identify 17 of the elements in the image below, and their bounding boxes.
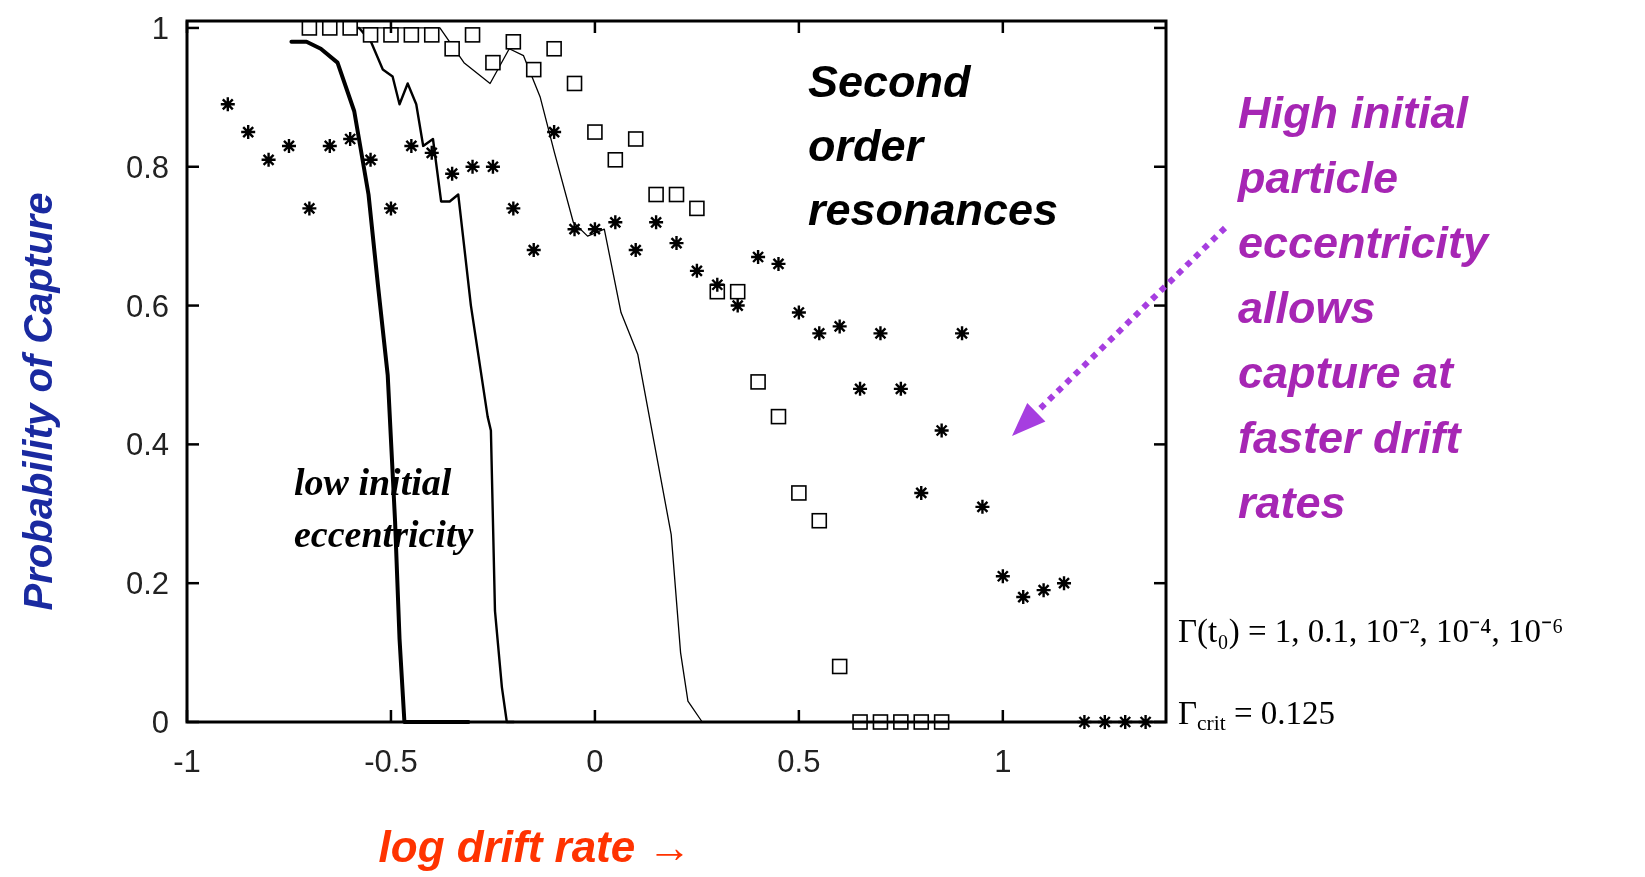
text: Γ(t₀) = 1, 0.1, 10⁻², 10⁻⁴, 10⁻⁶ xyxy=(1178,613,1564,650)
y-tick-label: 0.6 xyxy=(125,288,169,324)
x-axis-title: log drift rate → xyxy=(378,822,692,871)
y-axis-title: Probability of Capture xyxy=(16,192,60,611)
y-tick-label: 0.2 xyxy=(125,566,169,602)
text: High initial particle eccentricity allows capture at faster drift rates xyxy=(1237,87,1491,528)
text: Γ$_{crit}$ = 0.125 xyxy=(1178,695,1336,736)
x-tick-label: 1 xyxy=(994,744,1012,779)
x-tick-label: 0.5 xyxy=(777,744,821,779)
x-tick-label: -0.5 xyxy=(364,744,418,779)
x-tick-label: 0 xyxy=(586,744,604,779)
y-tick-label: 0 xyxy=(151,705,169,740)
y-tick-label: 0.4 xyxy=(125,427,169,463)
y-tick-label: 0.8 xyxy=(125,149,169,185)
annotation: Second order resonances xyxy=(808,56,1059,235)
y-tick-label: 1 xyxy=(151,10,169,46)
x-tick-label: -1 xyxy=(173,744,201,779)
